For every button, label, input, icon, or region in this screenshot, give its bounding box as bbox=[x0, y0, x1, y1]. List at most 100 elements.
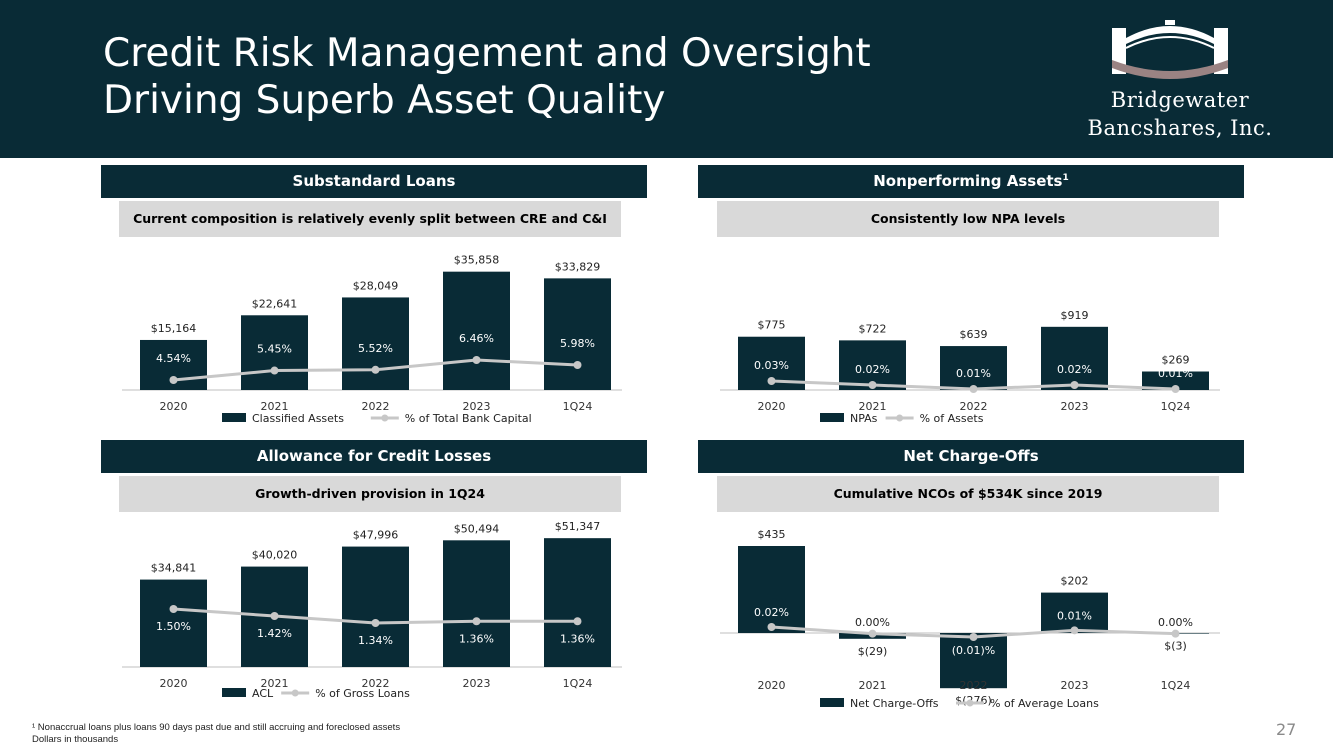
acl-bar bbox=[342, 546, 409, 667]
nco-legend-bar-label: Net Charge-Offs bbox=[850, 697, 939, 710]
acl-bar bbox=[140, 579, 207, 667]
substandard-bar-value-label: $28,049 bbox=[353, 279, 399, 292]
substandard-pct-point bbox=[270, 366, 279, 375]
substandard-legend-line-label: % of Total Bank Capital bbox=[405, 412, 532, 425]
nco-bar-value-label: $(29) bbox=[858, 645, 888, 658]
substandard-legend-bar-label: Classified Assets bbox=[252, 412, 344, 425]
substandard-bar bbox=[342, 297, 409, 390]
substandard-bar bbox=[241, 315, 308, 390]
npa-pct-label: 0.02% bbox=[1057, 363, 1092, 376]
acl-x-tick-label: 2023 bbox=[463, 677, 491, 690]
substandard-bar bbox=[544, 278, 611, 390]
npa-bar-value-label: $775 bbox=[758, 319, 786, 332]
npa-footnote-marker: 1 bbox=[1062, 173, 1069, 183]
acl-pct-label: 1.42% bbox=[257, 627, 292, 640]
nco-pct-label: 0.00% bbox=[855, 616, 890, 629]
nco-pct-point bbox=[1171, 629, 1180, 638]
substandard-loans-chart: $15,164 2020 $22,641 2021 $28,049 2022 $35,858… bbox=[122, 254, 622, 425]
page-title: Credit Risk Management and Oversight Dri… bbox=[103, 30, 871, 124]
npa-pct-point bbox=[868, 381, 877, 389]
logo-text-line2: Bancshares, Inc. bbox=[1087, 116, 1273, 140]
npa-pct-label: 0.01% bbox=[1158, 367, 1193, 380]
substandard-pct-point bbox=[169, 376, 178, 384]
nco-bar-value-label: $(276) bbox=[955, 694, 992, 707]
nco-chart: $435 2020 $(29) 2021 $(276) 2022 $202 2023 $(3) 1… bbox=[720, 528, 1220, 710]
acl-x-tick-label: 2021 bbox=[261, 677, 289, 690]
acl-pct-point bbox=[270, 612, 279, 620]
nco-header: Net Charge-Offs bbox=[698, 440, 1244, 473]
logo-text-line1: Bridgewater bbox=[1110, 88, 1250, 112]
npa-pct-label: 0.01% bbox=[956, 367, 991, 380]
acl-pct-label: 1.50% bbox=[156, 620, 191, 633]
substandard-pct-label: 5.52% bbox=[358, 342, 393, 355]
substandard-x-tick-label: 2021 bbox=[261, 400, 289, 413]
substandard-x-tick-label: 1Q24 bbox=[563, 400, 593, 413]
nco-x-tick-label: 1Q24 bbox=[1161, 679, 1191, 692]
acl-header: Allowance for Credit Losses bbox=[101, 440, 647, 473]
acl-bar-value-label: $50,494 bbox=[454, 522, 500, 535]
npa-legend-bar-swatch bbox=[820, 413, 844, 422]
page-number: 27 bbox=[1276, 720, 1297, 739]
nco-bar-value-label: $435 bbox=[758, 528, 786, 541]
acl-pct-label: 1.36% bbox=[560, 632, 595, 645]
nco-legend-line-label: % of Average Loans bbox=[990, 697, 1099, 710]
npa-pct-label: 0.02% bbox=[855, 363, 890, 376]
npa-legend-bar-label: NPAs bbox=[850, 412, 878, 425]
npa-bar bbox=[1142, 371, 1209, 390]
acl-bar bbox=[443, 540, 510, 667]
nco-subtitle: Cumulative NCOs of $534K since 2019 bbox=[717, 476, 1219, 512]
acl-bar bbox=[544, 538, 611, 667]
nco-bar bbox=[1041, 592, 1108, 633]
npa-bar-value-label: $919 bbox=[1061, 309, 1089, 322]
substandard-pct-label: 4.54% bbox=[156, 352, 191, 365]
npa-x-tick-label: 2020 bbox=[758, 400, 786, 413]
bridge-icon bbox=[1112, 20, 1228, 79]
substandard-bar-value-label: $15,164 bbox=[151, 322, 197, 335]
nco-pct-point bbox=[868, 629, 877, 638]
npa-header: Nonperforming Assets1 bbox=[698, 165, 1244, 198]
acl-x-tick-label: 2022 bbox=[362, 677, 390, 690]
acl-bar-value-label: $47,996 bbox=[353, 529, 399, 542]
company-logo: Bridgewater Bancshares, Inc. bbox=[1050, 10, 1310, 150]
nco-pct-label: 0.02% bbox=[754, 606, 789, 619]
substandard-pct-point bbox=[472, 356, 481, 364]
nco-pct-label: 0.01% bbox=[1057, 609, 1092, 622]
substandard-pct-label: 5.98% bbox=[560, 337, 595, 350]
nco-bar-value-label: $(3) bbox=[1164, 640, 1187, 653]
page-title-line1: Credit Risk Management and Oversight bbox=[103, 31, 871, 76]
npa-pct-label: 0.03% bbox=[754, 359, 789, 372]
npa-bar bbox=[1041, 326, 1108, 390]
npa-legend-line-marker bbox=[896, 414, 904, 422]
npa-legend-line-label: % of Assets bbox=[920, 412, 984, 425]
npa-bar-value-label: $639 bbox=[960, 328, 988, 341]
npa-pct-point bbox=[1171, 385, 1180, 393]
acl-legend-line-label: % of Gross Loans bbox=[315, 687, 410, 700]
nco-pct-point bbox=[969, 633, 978, 641]
acl-chart: $34,841 2020 $40,020 2021 $47,996 2022 $50,494… bbox=[122, 520, 622, 700]
acl-x-tick-label: 2020 bbox=[160, 677, 188, 690]
acl-bar-value-label: $51,347 bbox=[555, 520, 601, 533]
nco-legend-bar-swatch bbox=[820, 698, 844, 707]
npa-bar-value-label: $722 bbox=[859, 322, 887, 335]
npa-x-tick-label: 2023 bbox=[1061, 400, 1089, 413]
substandard-pct-point bbox=[371, 365, 380, 374]
nco-bar-value-label: $202 bbox=[1061, 575, 1089, 588]
npa-bar-value-label: $269 bbox=[1162, 354, 1190, 367]
substandard-pct-point bbox=[573, 361, 582, 369]
substandard-legend-bar-swatch bbox=[222, 413, 246, 422]
nco-x-tick-label: 2021 bbox=[859, 679, 887, 692]
acl-pct-label: 1.34% bbox=[358, 634, 393, 647]
acl-bar-value-label: $34,841 bbox=[151, 562, 197, 575]
npa-pct-point bbox=[969, 385, 978, 393]
substandard-pct-label: 6.46% bbox=[459, 332, 494, 345]
nco-pct-label: 0.00% bbox=[1158, 616, 1193, 629]
acl-pct-point bbox=[472, 617, 481, 626]
nco-bar bbox=[940, 633, 1007, 689]
substandard-bar-value-label: $33,829 bbox=[555, 260, 601, 273]
npa-chart: $775 2020 $722 2021 $639 2022 $919 2023 $269 1Q24… bbox=[720, 309, 1220, 425]
npa-x-tick-label: 2021 bbox=[859, 400, 887, 413]
npa-pct-point bbox=[1070, 381, 1079, 389]
nco-legend-line-marker bbox=[966, 699, 974, 707]
footnote-2: Dollars in thousands bbox=[32, 734, 119, 745]
acl-x-tick-label: 1Q24 bbox=[563, 677, 593, 690]
